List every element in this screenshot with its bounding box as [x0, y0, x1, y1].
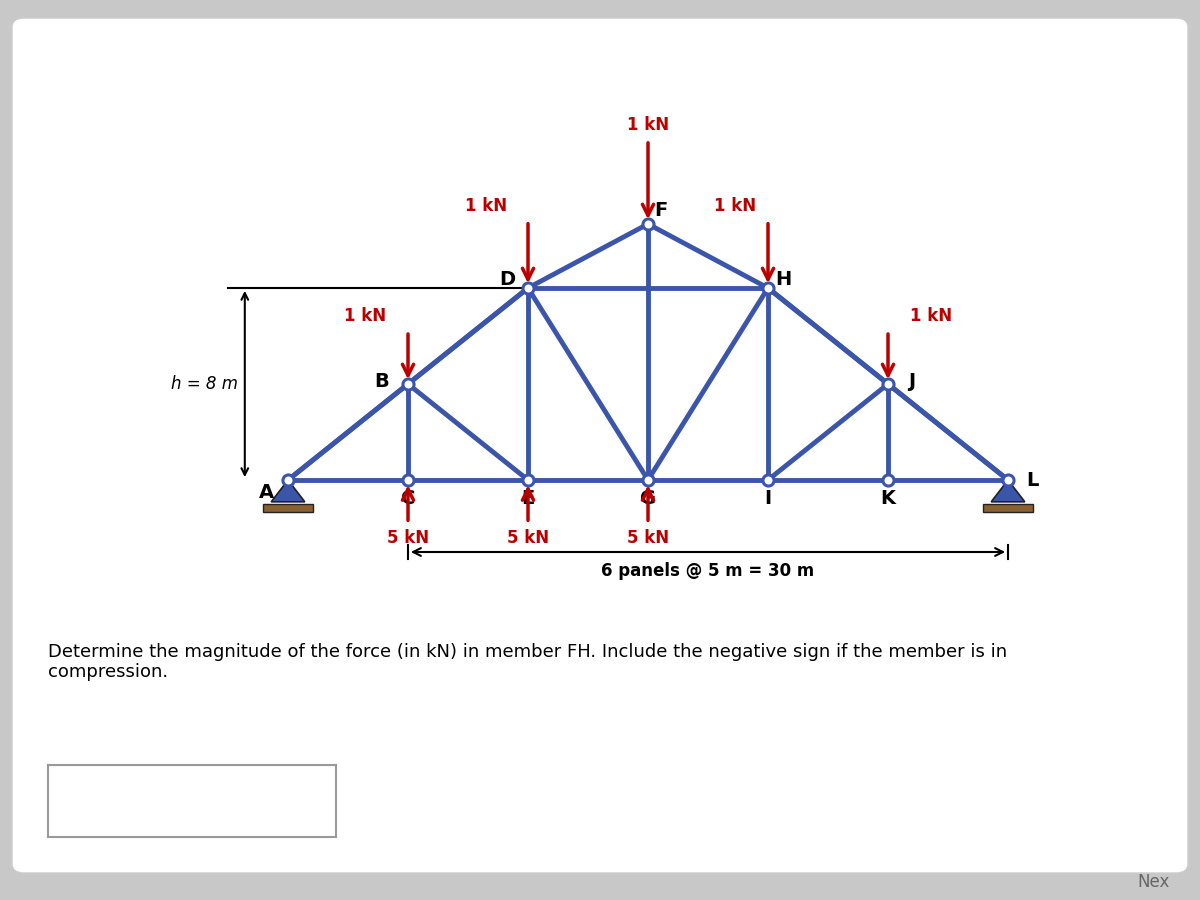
Text: F: F: [654, 202, 668, 220]
Text: 1 kN: 1 kN: [714, 197, 756, 215]
Text: 6 panels @ 5 m = 30 m: 6 panels @ 5 m = 30 m: [601, 562, 815, 580]
Polygon shape: [983, 503, 1033, 512]
Polygon shape: [991, 480, 1025, 502]
Polygon shape: [271, 480, 305, 502]
Text: J: J: [908, 372, 916, 392]
Text: L: L: [1026, 471, 1038, 490]
Text: 5 kN: 5 kN: [506, 529, 550, 547]
Text: G: G: [640, 489, 656, 508]
Text: I: I: [764, 489, 772, 508]
Text: h = 8 m: h = 8 m: [170, 375, 238, 393]
Text: Nex: Nex: [1138, 873, 1170, 891]
Text: B: B: [374, 372, 389, 392]
Text: 1 kN: 1 kN: [344, 307, 386, 325]
Text: A: A: [259, 482, 274, 501]
Text: 5 kN: 5 kN: [386, 529, 430, 547]
Text: D: D: [499, 270, 516, 289]
Text: 1 kN: 1 kN: [910, 307, 952, 325]
Text: C: C: [401, 489, 415, 508]
Text: Determine the magnitude of the force (in kN) in member FH. Include the negative : Determine the magnitude of the force (in…: [48, 643, 1007, 681]
Text: 1 kN: 1 kN: [466, 197, 508, 215]
Polygon shape: [263, 503, 313, 512]
Text: 5 kN: 5 kN: [626, 529, 670, 547]
Text: E: E: [521, 489, 535, 508]
Text: K: K: [881, 489, 895, 508]
Text: 1 kN: 1 kN: [626, 116, 670, 134]
FancyBboxPatch shape: [12, 18, 1188, 873]
Text: H: H: [775, 270, 792, 289]
